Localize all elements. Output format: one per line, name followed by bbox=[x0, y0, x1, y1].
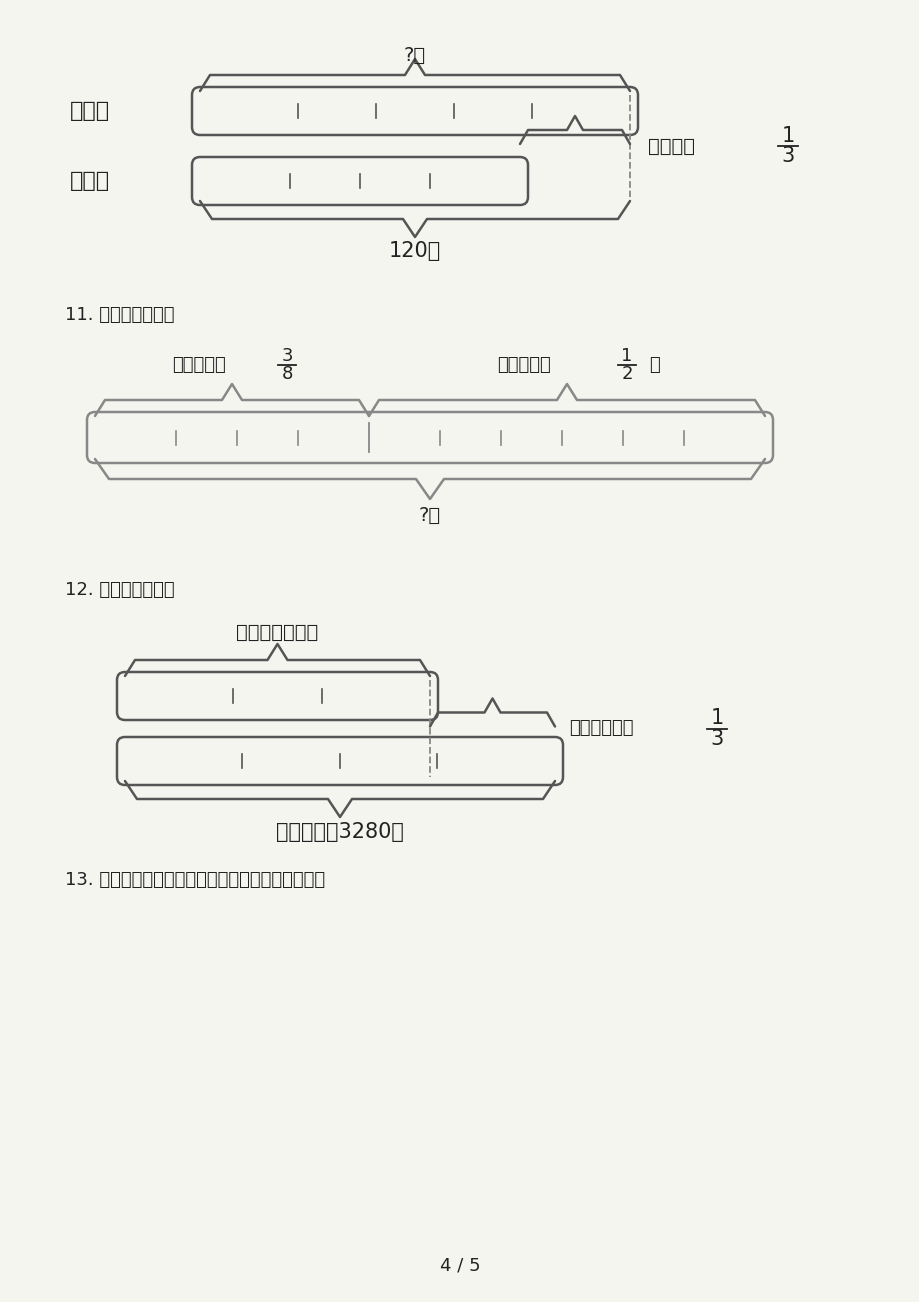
Text: 3: 3 bbox=[780, 147, 794, 167]
Text: 13. 看图解决问题，只列综合算式或方程，不计算。: 13. 看图解决问题，只列综合算式或方程，不计算。 bbox=[65, 871, 324, 889]
Text: 吨: 吨 bbox=[648, 355, 659, 374]
Text: 2: 2 bbox=[620, 365, 632, 383]
Text: 11. 看图列式计算。: 11. 看图列式计算。 bbox=[65, 306, 175, 324]
Text: 3: 3 bbox=[281, 346, 292, 365]
Text: 比天桥小区多: 比天桥小区多 bbox=[568, 720, 633, 737]
Text: 3: 3 bbox=[709, 729, 723, 749]
Text: 第一天用去: 第一天用去 bbox=[172, 355, 225, 374]
Text: 山羊：: 山羊： bbox=[70, 102, 110, 121]
Text: 天桥小区有？人: 天桥小区有？人 bbox=[236, 622, 318, 642]
Text: 1: 1 bbox=[620, 346, 632, 365]
Text: 1: 1 bbox=[709, 708, 723, 728]
Text: 120只: 120只 bbox=[389, 241, 440, 260]
Text: 8: 8 bbox=[281, 365, 292, 383]
Text: ?只: ?只 bbox=[403, 46, 425, 65]
Text: 4 / 5: 4 / 5 bbox=[439, 1256, 480, 1273]
Text: 绵羊：: 绵羊： bbox=[70, 171, 110, 191]
Text: 1: 1 bbox=[780, 125, 794, 146]
Text: 第二天用去: 第二天用去 bbox=[496, 355, 550, 374]
Text: ?吨: ?吨 bbox=[418, 505, 440, 525]
Text: 比绵羊多: 比绵羊多 bbox=[647, 137, 694, 155]
Text: 12. 看图列式计算。: 12. 看图列式计算。 bbox=[65, 581, 175, 599]
Text: 阳光小区有3280人: 阳光小区有3280人 bbox=[276, 822, 403, 842]
